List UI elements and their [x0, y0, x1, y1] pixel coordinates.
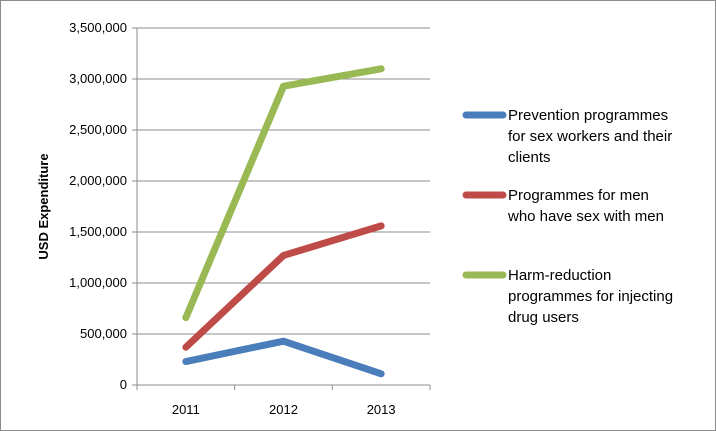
x-tick-label: 2011	[172, 402, 200, 417]
y-axis-label: USD Expenditure	[36, 153, 51, 259]
y-tick-labels: 0 500,000 1,000,000 1,500,000 2,000,000 2,500…	[69, 20, 127, 392]
legend-label-3: drug users	[508, 309, 579, 326]
series-line-1	[182, 337, 385, 378]
legend-label-1: Prevention programmes	[508, 107, 668, 124]
y-tick-label: 0	[120, 377, 127, 392]
legend-label-1: clients	[508, 149, 551, 166]
legend-label-2: Programmes for men	[508, 187, 649, 204]
gridlines	[137, 27, 430, 335]
legend-label-2: who have sex with men	[507, 208, 664, 225]
series-line-3	[182, 65, 385, 322]
series-lines	[182, 65, 385, 378]
y-tick-label: 1,000,000	[69, 275, 127, 290]
x-tick-labels: 2011 2012 2013	[172, 402, 396, 417]
y-tick-label: 2,000,000	[69, 173, 127, 188]
y-tick-label: 500,000	[80, 326, 127, 341]
x-tick-label: 2012	[269, 402, 298, 417]
legend: Prevention programmes for sex workers and…	[462, 107, 673, 326]
y-tick-label: 3,000,000	[69, 71, 127, 86]
axes	[132, 27, 431, 390]
legend-label-3: Harm-reduction	[508, 267, 611, 284]
x-tick-label: 2013	[367, 402, 396, 417]
legend-label-1: for sex workers and their	[508, 128, 672, 145]
y-tick-label: 3,500,000	[69, 20, 127, 35]
y-tick-label: 1,500,000	[69, 224, 127, 239]
series-line-2	[182, 222, 385, 351]
legend-label-3: programmes for injecting	[508, 288, 673, 305]
y-tick-label: 2,500,000	[69, 122, 127, 137]
